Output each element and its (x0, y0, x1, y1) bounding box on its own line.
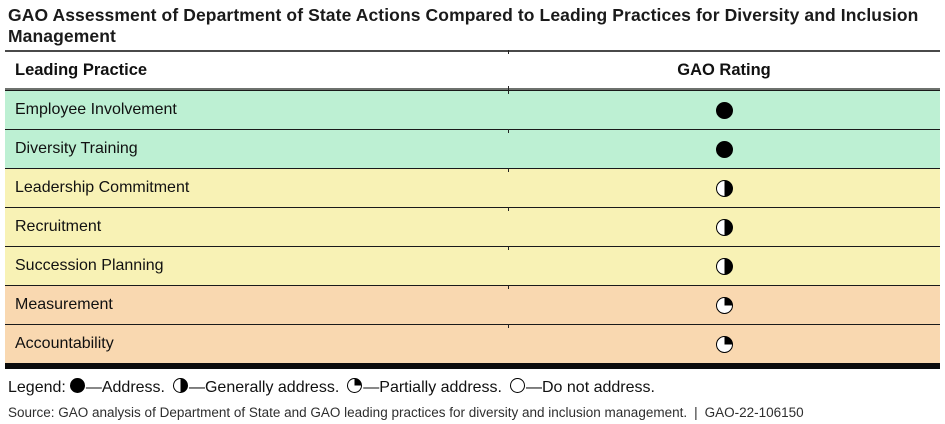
legend: Legend: —Address. —Generally address. —Part… (8, 378, 945, 397)
table-row: Leadership Commitment (5, 168, 940, 207)
half-circle-icon (715, 257, 733, 275)
table-row: Accountability (5, 324, 940, 363)
page-title: GAO Assessment of Department of State Ac… (8, 5, 919, 46)
legend-item-label: Do not address. (542, 379, 655, 396)
table-row: Recruitment (5, 207, 940, 246)
practice-label: Leadership Commitment (15, 179, 190, 196)
legend-dash: — (363, 379, 380, 396)
legend-item-label: Generally address. (204, 379, 340, 396)
half-circle-icon (715, 179, 733, 197)
source-line: Source: GAO analysis of Department of St… (8, 405, 945, 420)
practice-label: Measurement (15, 296, 113, 313)
empty-circle-icon (510, 378, 525, 393)
quarter-circle-icon (715, 335, 733, 353)
filled-circle-icon (715, 140, 733, 158)
column-header-gao-rating: GAO Rating (677, 60, 771, 79)
practice-label: Succession Planning (15, 257, 164, 274)
half-circle-icon (172, 378, 188, 393)
legend-dash: — (526, 379, 542, 396)
legend-item-label: Address. (101, 379, 165, 396)
filled-circle-icon (715, 101, 733, 119)
legend-item-label: Partially address. (379, 379, 502, 396)
legend-item: —Do not address. (510, 378, 655, 396)
column-header-leading-practice: Leading Practice (15, 60, 148, 79)
filled-circle-icon (69, 378, 85, 393)
practice-label: Employee Involvement (15, 101, 177, 118)
practice-label: Recruitment (15, 218, 102, 235)
legend-item: —Address. (69, 378, 165, 396)
quarter-circle-icon (347, 378, 363, 393)
legend-label: Legend: (8, 379, 66, 396)
table-row: Measurement (5, 285, 940, 324)
half-circle-icon (715, 218, 733, 236)
legend-dash: — (188, 379, 205, 396)
assessment-table: Leading Practice GAO Rating Employee Inv… (5, 50, 940, 369)
table-row: Succession Planning (5, 246, 940, 285)
practice-label: Diversity Training (15, 140, 138, 157)
table-row: Diversity Training (5, 129, 940, 168)
quarter-circle-icon (715, 296, 733, 314)
source-text: Source: GAO analysis of Department of St… (8, 405, 688, 420)
practice-label: Accountability (15, 335, 114, 352)
source-separator: | (694, 405, 698, 420)
report-number: GAO-22-106150 (704, 405, 804, 420)
table-header-row: Leading Practice GAO Rating (5, 50, 940, 90)
legend-dash: — (85, 379, 102, 396)
legend-item: —Partially address. (347, 378, 502, 396)
legend-item: —Generally address. (172, 378, 340, 396)
table-row: Employee Involvement (5, 90, 940, 129)
